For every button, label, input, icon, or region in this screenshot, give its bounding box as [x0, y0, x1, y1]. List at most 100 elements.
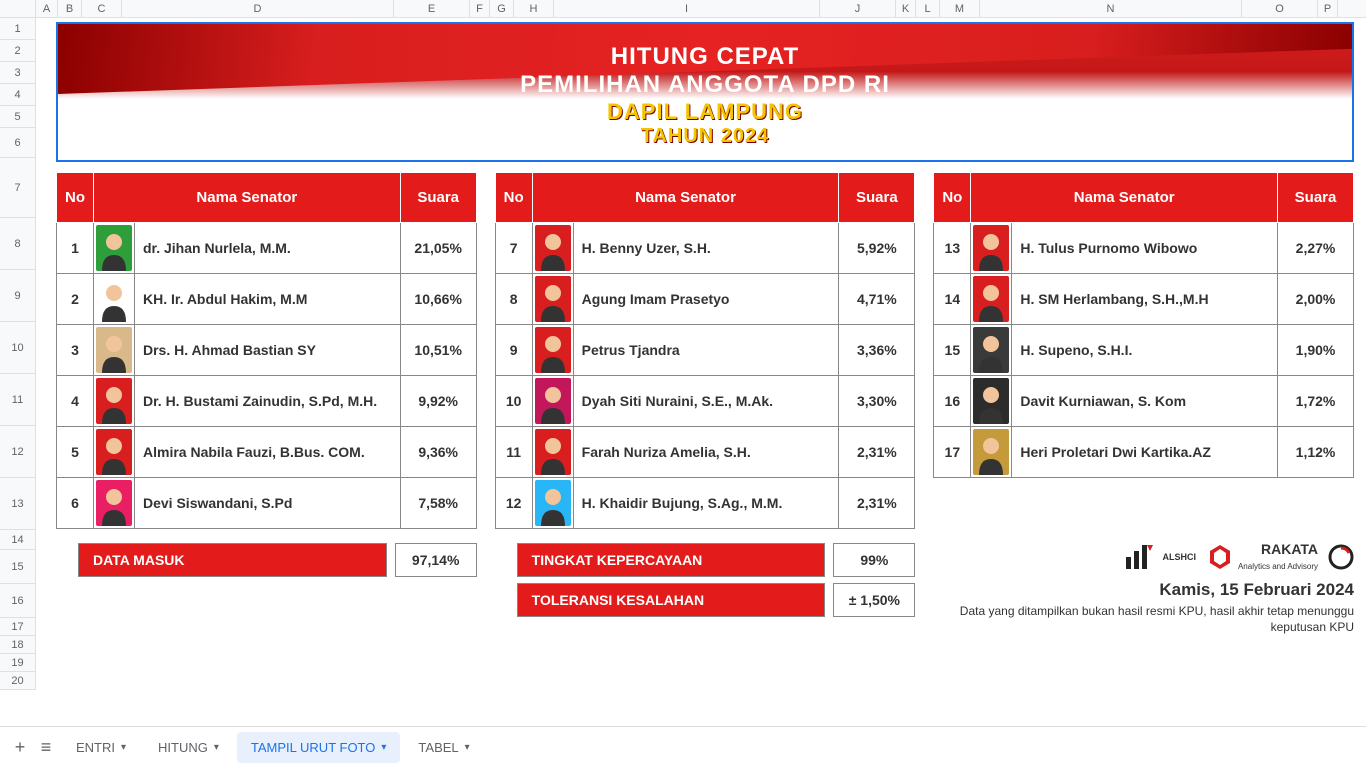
candidate-no: 17: [934, 427, 971, 478]
candidate-no: 3: [57, 325, 94, 376]
stat-confidence-value: 99%: [833, 543, 915, 577]
candidate-name: Heri Proletari Dwi Kartika.AZ: [1012, 427, 1278, 478]
row-header-3[interactable]: 3: [0, 62, 35, 84]
row-header-14[interactable]: 14: [0, 530, 35, 550]
row-header-12[interactable]: 12: [0, 426, 35, 478]
row-header-1[interactable]: 1: [0, 18, 35, 40]
column-header-G[interactable]: G: [490, 0, 514, 17]
candidate-name: H. Supeno, S.H.I.: [1012, 325, 1278, 376]
caret-down-icon[interactable]: ▾: [121, 742, 126, 753]
stat-tolerance-value: ± 1,50%: [833, 583, 915, 617]
column-header-C[interactable]: C: [82, 0, 122, 17]
stat-tolerance-label: TOLERANSI KESALAHAN: [517, 583, 826, 617]
column-header-H[interactable]: H: [514, 0, 554, 17]
row-header-17[interactable]: 17: [0, 618, 35, 636]
candidate-photo: [532, 223, 573, 274]
all-sheets-button[interactable]: ≡: [36, 738, 56, 758]
column-headers: ABCDEFGHIJKLMNOP: [0, 0, 1366, 18]
table-row: 3Drs. H. Ahmad Bastian SY10,51%: [57, 325, 477, 376]
row-header-8[interactable]: 8: [0, 218, 35, 270]
candidate-no: 15: [934, 325, 971, 376]
row-header-19[interactable]: 19: [0, 654, 35, 672]
th-vote: Suara: [400, 173, 476, 223]
candidate-pct: 2,31%: [839, 427, 915, 478]
candidate-pct: 1,12%: [1278, 427, 1354, 478]
row-header-4[interactable]: 4: [0, 84, 35, 106]
sheet-tab[interactable]: ENTRI ▾: [62, 732, 140, 763]
candidate-photo: [971, 325, 1012, 376]
candidate-pct: 1,90%: [1278, 325, 1354, 376]
caret-down-icon[interactable]: ▾: [465, 742, 470, 753]
candidate-pct: 2,27%: [1278, 223, 1354, 274]
column-header-K[interactable]: K: [896, 0, 916, 17]
results-column-2: NoNama SenatorSuara7H. Benny Uzer, S.H.5…: [495, 172, 916, 529]
sheet-canvas[interactable]: HITUNG CEPAT PEMILIHAN ANGGOTA DPD RI DA…: [36, 18, 1366, 690]
candidate-name: H. Tulus Purnomo Wibowo: [1012, 223, 1278, 274]
row-header-10[interactable]: 10: [0, 322, 35, 374]
sponsor-logos: ALSHCI RAKATA Analytics and Advisory: [933, 541, 1354, 572]
candidate-no: 6: [57, 478, 94, 529]
row-header-20[interactable]: 20: [0, 672, 35, 690]
disclaimer-text: Data yang ditampilkan bukan hasil resmi …: [933, 604, 1354, 635]
banner-line-4: TAHUN 2024: [641, 125, 770, 148]
candidate-no: 16: [934, 376, 971, 427]
row-header-5[interactable]: 5: [0, 106, 35, 128]
candidate-photo: [532, 427, 573, 478]
candidate-name: Agung Imam Prasetyo: [573, 274, 839, 325]
candidate-pct: 3,30%: [839, 376, 915, 427]
candidate-photo: [94, 376, 135, 427]
candidate-photo: [532, 478, 573, 529]
column-header-I[interactable]: I: [554, 0, 820, 17]
stat-tolerance: TOLERANSI KESALAHAN ± 1,50%: [517, 583, 916, 617]
table-row: 2KH. Ir. Abdul Hakim, M.M10,66%: [57, 274, 477, 325]
column-header-J[interactable]: J: [820, 0, 896, 17]
column-header-N[interactable]: N: [980, 0, 1242, 17]
table-row: 14H. SM Herlambang, S.H.,M.H2,00%: [934, 274, 1354, 325]
row-header-18[interactable]: 18: [0, 636, 35, 654]
results-column-3: NoNama SenatorSuara13H. Tulus Purnomo Wi…: [933, 172, 1354, 529]
row-header-16[interactable]: 16: [0, 584, 35, 618]
dashboard: HITUNG CEPAT PEMILIHAN ANGGOTA DPD RI DA…: [56, 22, 1354, 635]
row-header-2[interactable]: 2: [0, 40, 35, 62]
column-header-M[interactable]: M: [940, 0, 980, 17]
sheet-tab[interactable]: TABEL ▾: [404, 732, 483, 763]
candidate-no: 2: [57, 274, 94, 325]
candidate-name: Farah Nuriza Amelia, S.H.: [573, 427, 839, 478]
table-row: 6Devi Siswandani, S.Pd7,58%: [57, 478, 477, 529]
row-header-15[interactable]: 15: [0, 550, 35, 584]
candidate-pct: 3,36%: [839, 325, 915, 376]
caret-down-icon[interactable]: ▾: [214, 742, 219, 753]
stat-data-in: DATA MASUK 97,14%: [78, 543, 477, 577]
candidate-name: Drs. H. Ahmad Bastian SY: [135, 325, 401, 376]
row-header-9[interactable]: 9: [0, 270, 35, 322]
column-header-E[interactable]: E: [394, 0, 470, 17]
candidate-photo: [94, 427, 135, 478]
row-headers: 1234567891011121314151617181920: [0, 18, 36, 690]
results-table: NoNama SenatorSuara7H. Benny Uzer, S.H.5…: [495, 172, 916, 529]
candidate-photo: [971, 223, 1012, 274]
column-header-A[interactable]: A: [36, 0, 58, 17]
candidate-pct: 9,92%: [400, 376, 476, 427]
sheet-tab[interactable]: HITUNG ▾: [144, 732, 233, 763]
column-header-F[interactable]: F: [470, 0, 490, 17]
candidate-pct: 2,00%: [1278, 274, 1354, 325]
candidate-photo: [532, 325, 573, 376]
column-header-D[interactable]: D: [122, 0, 394, 17]
row-header-7[interactable]: 7: [0, 158, 35, 218]
caret-down-icon[interactable]: ▾: [381, 742, 386, 753]
column-header-P[interactable]: P: [1318, 0, 1338, 17]
banner-line-3: DAPIL LAMPUNG: [607, 99, 803, 125]
sheet-tab[interactable]: TAMPIL URUT FOTO ▾: [237, 732, 401, 763]
candidate-photo: [971, 376, 1012, 427]
row-header-13[interactable]: 13: [0, 478, 35, 530]
row-header-11[interactable]: 11: [0, 374, 35, 426]
add-sheet-button[interactable]: +: [10, 738, 30, 758]
results-table: NoNama SenatorSuara1dr. Jihan Nurlela, M…: [56, 172, 477, 529]
candidate-pct: 1,72%: [1278, 376, 1354, 427]
row-header-6[interactable]: 6: [0, 128, 35, 158]
column-header-O[interactable]: O: [1242, 0, 1318, 17]
column-header-L[interactable]: L: [916, 0, 940, 17]
select-all-corner[interactable]: [0, 0, 36, 17]
column-header-B[interactable]: B: [58, 0, 82, 17]
candidate-pct: 4,71%: [839, 274, 915, 325]
